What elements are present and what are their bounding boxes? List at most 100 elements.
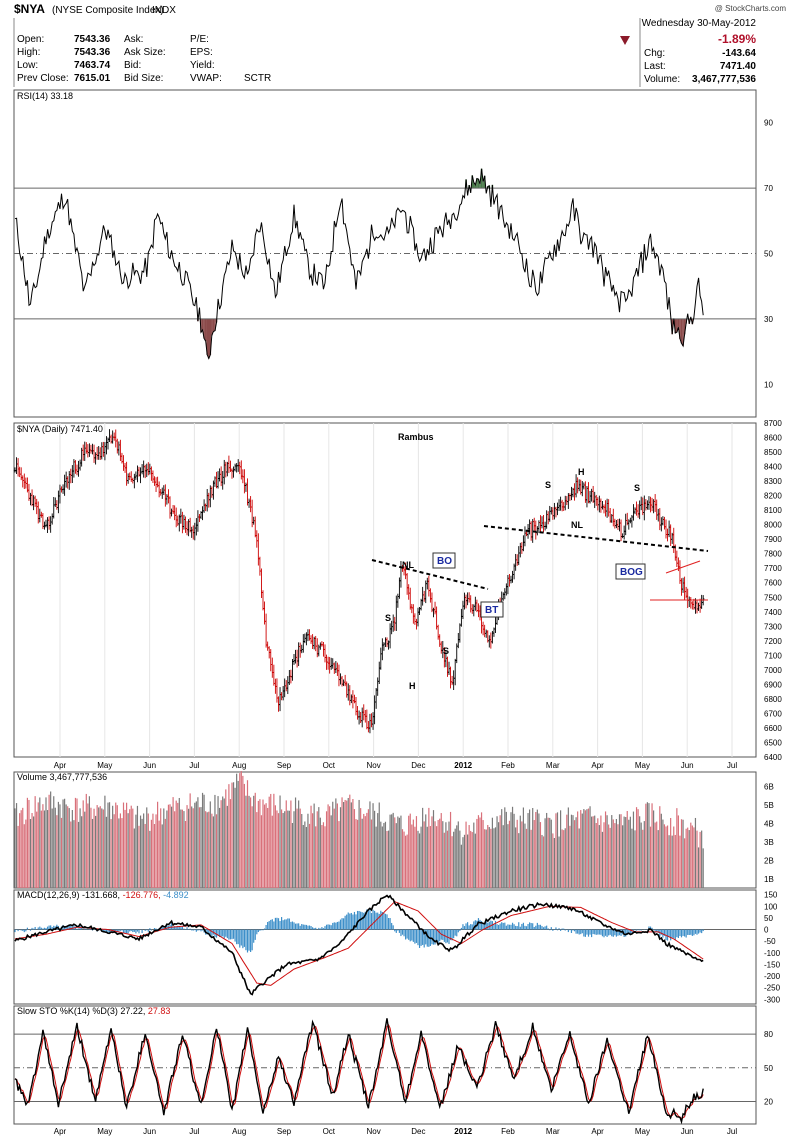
rsi-tick-label: 10 (764, 380, 773, 389)
price-tick-label: 6500 (764, 738, 782, 747)
price-month-label: Aug (232, 761, 246, 770)
watermark: @ StockCharts.com (715, 4, 787, 13)
annotation-label: BO (437, 556, 452, 567)
down-arrow-icon (620, 36, 630, 45)
price-tick-label: 6600 (764, 724, 782, 733)
macd-tick-label: -50 (764, 937, 776, 946)
sto-tick-label: 50 (764, 1064, 773, 1073)
annotation-label: NL (571, 520, 583, 530)
price-tick-label: 7400 (764, 608, 782, 617)
price-month-label: Jun (143, 761, 156, 770)
annotation-label: BOG (620, 567, 643, 578)
price-tick-label: 8500 (764, 448, 782, 457)
price-title: $NYA (Daily) 7471.40 (17, 424, 103, 434)
price-tick-label: 8400 (764, 463, 782, 472)
volume-label: Volume: (644, 74, 680, 85)
chg-label: Chg: (644, 48, 665, 59)
annotation-label: S (634, 483, 640, 493)
macd-signal-line (14, 900, 704, 986)
sto-month-label: Nov (366, 1127, 380, 1136)
price-tick-label: 7100 (764, 651, 782, 660)
price-tick-label: 8600 (764, 434, 782, 443)
price-tick-label: 7700 (764, 564, 782, 573)
price-month-label: Sep (277, 761, 292, 770)
eps-label: EPS: (190, 47, 213, 58)
annotation-label: S (545, 480, 551, 490)
rsi-title: RSI(14) 33.18 (17, 91, 73, 101)
macd-line (14, 894, 704, 996)
price-month-label: Mar (546, 761, 560, 770)
price-tick-label: 8700 (764, 419, 782, 428)
high-value: 7543.36 (74, 47, 111, 58)
sto-month-label: Dec (411, 1127, 425, 1136)
price-tick-label: 6900 (764, 680, 782, 689)
macd-tick-label: -250 (764, 984, 781, 993)
sto-d-line (14, 1024, 704, 1120)
sto-month-label: Mar (546, 1127, 560, 1136)
neckline-left (371, 559, 489, 590)
neckline-right (483, 525, 709, 552)
sto-month-label: Apr (591, 1127, 604, 1136)
sto-tick-label: 80 (764, 1030, 773, 1039)
sto-month-label: Aug (232, 1127, 246, 1136)
high-label: High: (17, 47, 40, 58)
price-tick-label: 7900 (764, 535, 782, 544)
wedge-top (665, 560, 701, 574)
date-label: Wednesday 30-May-2012 (642, 18, 757, 29)
rsi-tick-label: 50 (764, 250, 773, 259)
annotation-label: NL (402, 560, 414, 570)
last-value: 7471.40 (720, 61, 757, 72)
volume-tick-label: 1B (764, 875, 774, 884)
price-month-label: Apr (591, 761, 604, 770)
macd-signal-legend: -126.776, (123, 890, 164, 900)
pe-label: P/E: (190, 34, 209, 45)
ask-size-label: Ask Size: (124, 47, 166, 58)
low-value: 7463.74 (74, 60, 111, 71)
annotation-box (480, 601, 504, 618)
macd-tick-label: -200 (764, 972, 781, 981)
macd-tick-label: -150 (764, 960, 781, 969)
price-month-label: Feb (501, 761, 515, 770)
volume-tick-label: 6B (764, 783, 774, 792)
sto-month-label: Jul (189, 1127, 199, 1136)
sto-title: Slow STO %K(14) %D(3) 27.22, 27.83 (17, 1006, 170, 1016)
price-month-label: Oct (323, 761, 336, 770)
annotation-box (615, 563, 646, 580)
bid-label: Bid: (124, 60, 141, 71)
price-tick-label: 8100 (764, 506, 782, 515)
annotation-label: S (385, 613, 391, 623)
ask-label: Ask: (124, 34, 143, 45)
sto-month-label: 2012 (454, 1127, 472, 1136)
sto-d-legend: 27.83 (148, 1006, 171, 1016)
change-pct: -1.89% (718, 32, 756, 46)
sto-month-label: Feb (501, 1127, 515, 1136)
price-tick-label: 8300 (764, 477, 782, 486)
last-label: Last: (644, 61, 666, 72)
volume-tick-label: 5B (764, 801, 774, 810)
yield-label: Yield: (190, 60, 215, 71)
price-tick-label: 8000 (764, 521, 782, 530)
price-tick-label: 7500 (764, 593, 782, 602)
chg-value: -143.64 (722, 48, 756, 59)
price-month-label: 2012 (454, 761, 472, 770)
volume-value: 3,467,777,536 (692, 74, 756, 85)
price-tick-label: 7600 (764, 579, 782, 588)
price-month-label: Dec (411, 761, 425, 770)
macd-title: MACD(12,26,9) -131.668, -126.776, -4.892 (17, 890, 189, 900)
volume-tick-label: 3B (764, 838, 774, 847)
sto-month-label: Apr (54, 1127, 67, 1136)
price-tick-label: 8200 (764, 492, 782, 501)
price-month-label: Jul (189, 761, 199, 770)
price-tick-label: 7300 (764, 622, 782, 631)
macd-tick-label: -100 (764, 949, 781, 958)
header: $NYA (NYSE Composite Index) INDX @ Stock… (14, 2, 786, 85)
price-tick-label: 7200 (764, 637, 782, 646)
macd-hist-legend: -4.892 (163, 890, 189, 900)
volume-title: Volume 3,467,777,536 (17, 772, 107, 782)
open-label: Open: (17, 34, 44, 45)
annotation-box (432, 552, 456, 569)
prev-close-label: Prev Close: (17, 73, 69, 84)
sto-month-label: May (97, 1127, 112, 1136)
price-month-label: May (635, 761, 650, 770)
price-tick-label: 6800 (764, 695, 782, 704)
